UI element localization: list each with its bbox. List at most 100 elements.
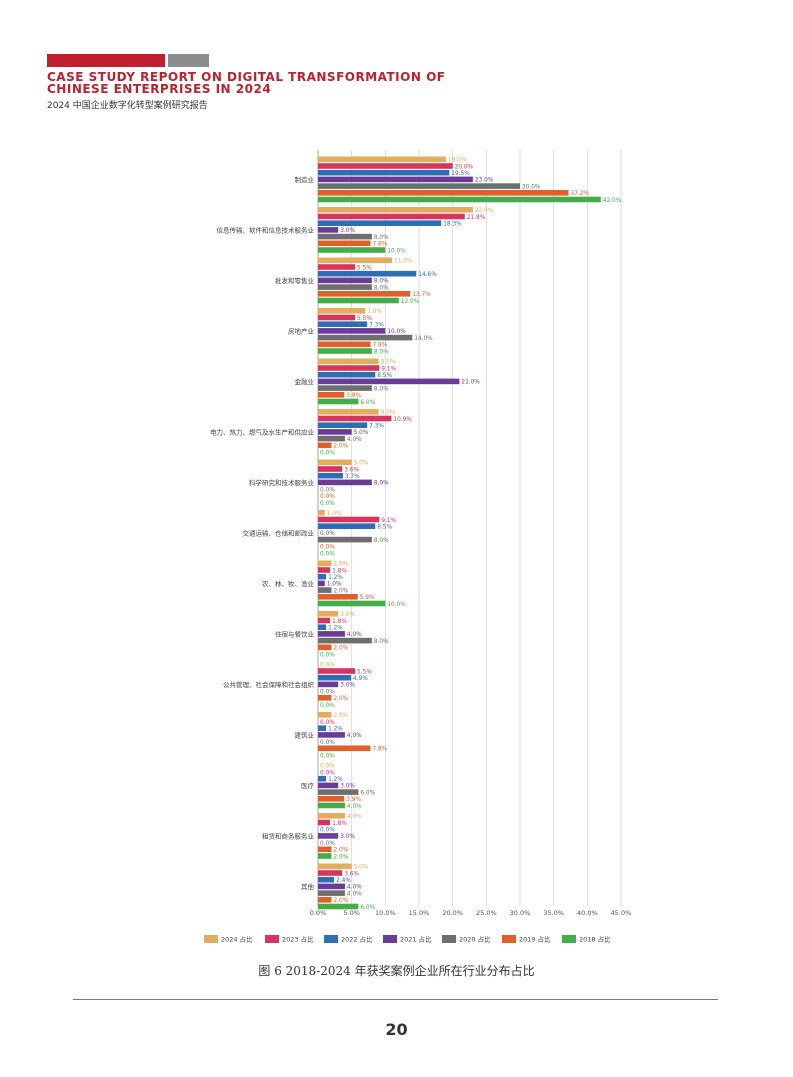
data-label: 7.3% — [369, 424, 384, 430]
data-label: 14.6% — [418, 272, 437, 278]
bar — [318, 745, 371, 752]
bar — [318, 725, 327, 731]
data-label: 0.0% — [320, 720, 335, 726]
report-title-en: CASE STUDY REPORT ON DIGITAL TRANSFORMAT… — [47, 71, 467, 95]
data-label: 7.3% — [369, 323, 384, 329]
legend-label: 2019 占比 — [519, 935, 551, 944]
bar — [318, 846, 332, 853]
data-label: 0.0% — [320, 531, 335, 537]
x-tick-label: 35.0% — [543, 909, 564, 917]
header-accent-red — [47, 54, 165, 67]
legend-swatch — [265, 935, 279, 943]
bar — [318, 321, 368, 327]
data-label: 4.0% — [347, 632, 362, 638]
data-label: 9.1% — [381, 518, 396, 524]
data-label: 3.0% — [340, 612, 355, 618]
data-label: 3.0% — [340, 834, 355, 840]
data-label: 2.0% — [333, 848, 348, 854]
bar — [318, 270, 417, 277]
data-label: 5.0% — [354, 865, 369, 871]
bar — [318, 631, 345, 637]
bar — [318, 348, 372, 354]
bar — [318, 415, 392, 422]
bar — [318, 409, 379, 415]
data-label: 8.0% — [374, 538, 389, 544]
bar — [318, 385, 372, 391]
data-label: 7.0% — [367, 309, 382, 315]
data-label: 5.9% — [360, 595, 375, 601]
data-label: 9.0% — [381, 410, 396, 416]
category-label: 医疗 — [301, 781, 315, 790]
data-label: 8.0% — [374, 235, 389, 241]
data-label: 1.8% — [332, 568, 347, 574]
figure-caption: 图 6 2018-2024 年获奖案例企业所在行业分布占比 — [258, 964, 535, 978]
legend-label: 2022 占比 — [341, 935, 373, 944]
bar — [318, 870, 343, 876]
bar — [318, 833, 339, 839]
data-label: 3.0% — [340, 784, 355, 790]
data-label: 0.0% — [320, 551, 335, 557]
data-label: 30.0% — [522, 184, 541, 190]
legend-label: 2023 占比 — [282, 935, 314, 944]
bar — [318, 897, 332, 903]
bar — [318, 813, 345, 819]
data-label: 1.8% — [332, 821, 347, 827]
x-tick-label: 30.0% — [510, 909, 531, 917]
data-label: 0.0% — [320, 740, 335, 746]
legend-label: 2024 占比 — [221, 935, 253, 944]
category-label: 农、林、牧、渔业 — [262, 579, 315, 588]
data-label: 7.8% — [373, 343, 388, 349]
data-label: 3.6% — [344, 871, 359, 877]
data-label: 5.0% — [354, 430, 369, 436]
category-label: 房地产业 — [288, 326, 315, 335]
bar — [318, 863, 352, 870]
data-label: 0.0% — [320, 487, 335, 493]
data-label: 42.0% — [603, 198, 622, 204]
bar — [318, 644, 332, 651]
data-label: 0.0% — [320, 450, 335, 456]
bar — [318, 169, 450, 176]
bar — [318, 176, 473, 183]
data-label: 0.0% — [320, 501, 335, 507]
data-label: 9.0% — [381, 360, 396, 366]
data-label: 1.2% — [328, 777, 343, 783]
data-label: 7.8% — [373, 242, 388, 248]
category-label: 信息传输、软件和信息技术服务业 — [217, 225, 315, 234]
data-label: 10.9% — [393, 417, 412, 423]
bar — [318, 668, 356, 674]
bar — [318, 782, 339, 789]
data-label: 1.2% — [328, 575, 343, 581]
bar — [318, 398, 359, 405]
legend-swatch — [324, 935, 338, 943]
report-title-cn: 2024 中国企业数字化转型案例研究报告 — [47, 101, 208, 111]
data-label: 0.0% — [320, 841, 335, 847]
bar — [318, 567, 331, 573]
bar — [318, 802, 345, 809]
bar — [318, 233, 372, 240]
legend-label: 2018 占比 — [579, 935, 611, 944]
data-label: 4.0% — [347, 885, 362, 891]
bar — [318, 207, 473, 213]
data-label: 10.0% — [387, 602, 406, 608]
legend-label: 2020 占比 — [459, 935, 491, 944]
data-label: 4.0% — [347, 891, 362, 897]
bar — [318, 819, 331, 826]
bar — [318, 334, 413, 341]
data-label: 5.5% — [357, 265, 372, 271]
bar — [318, 297, 399, 304]
data-label: 37.2% — [570, 191, 589, 197]
category-label: 租赁和商务服务业 — [262, 831, 315, 840]
category-label: 电力、热力、燃气及水生产和供应业 — [210, 427, 315, 436]
category-label: 制造业 — [295, 175, 315, 184]
data-label: 2.0% — [333, 898, 348, 904]
data-label: 0.0% — [320, 703, 335, 709]
data-label: 2.4% — [336, 878, 351, 884]
bar — [318, 789, 359, 795]
data-label: 2.0% — [333, 444, 348, 450]
x-tick-label: 25.0% — [476, 909, 497, 917]
data-label: 19.0% — [448, 158, 467, 164]
data-label: 0.0% — [320, 753, 335, 759]
bar — [318, 341, 371, 348]
category-label: 交通运输、仓储和邮政业 — [243, 528, 315, 537]
data-label: 2.0% — [333, 854, 348, 860]
